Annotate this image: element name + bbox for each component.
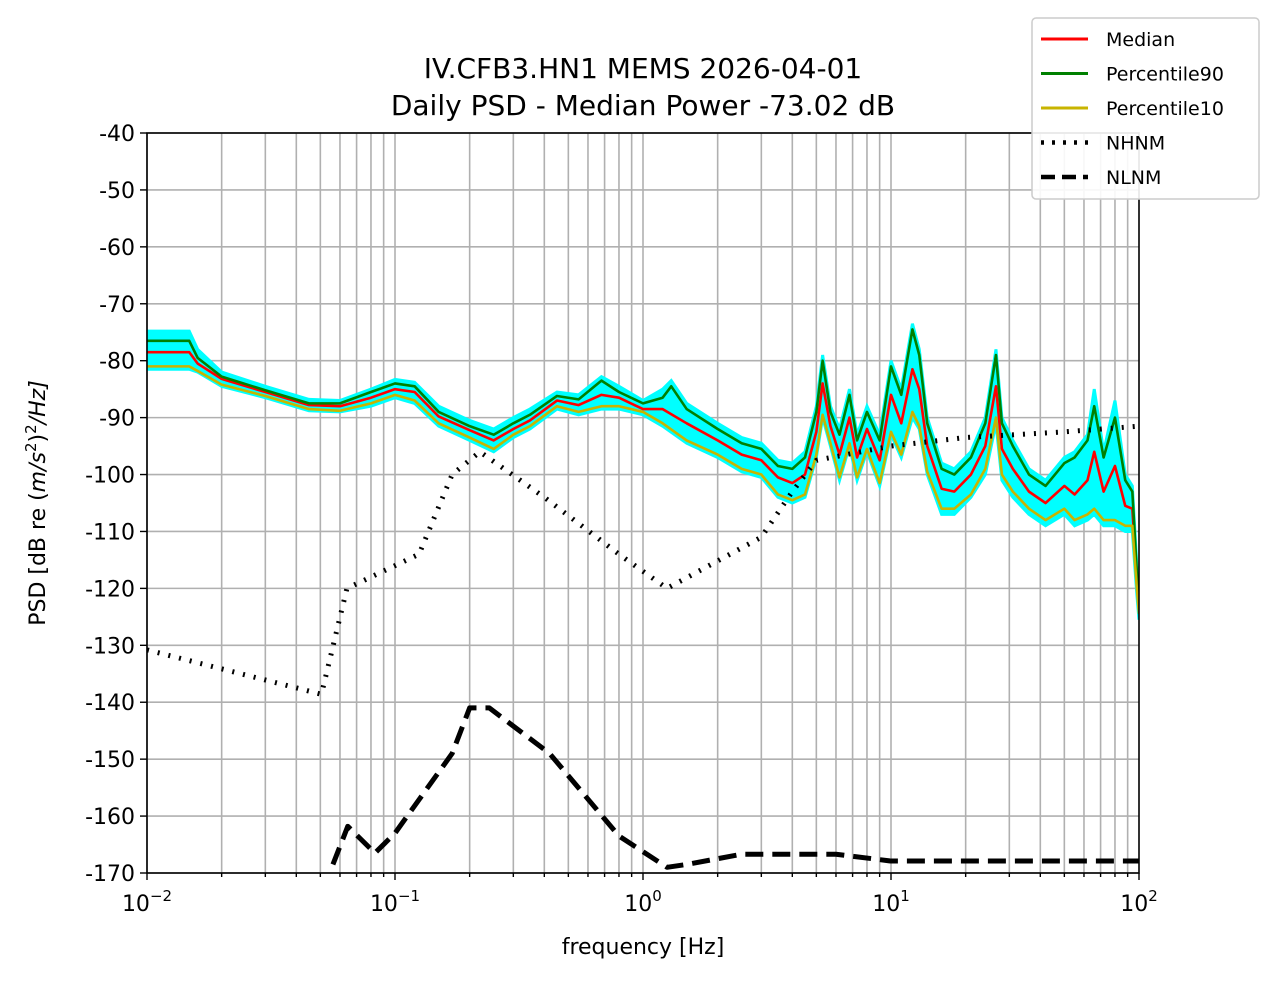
y-axis-label-part: PSD [dB re ( [26,492,51,625]
series-line-median [147,350,1139,606]
y-axis-label: PSD [dB re (m/s2)2/Hz] [22,380,51,626]
x-tick-labels: 10−2 10−1 100 101 102 [122,887,1158,917]
y-tick-label: -70 [99,293,135,318]
grid [146,132,1139,874]
legend-label-nlnm: NLNM [1106,167,1161,189]
y-tick-label: -90 [99,407,135,432]
y-axis-label-part: m/s [26,452,51,492]
y-tick-label: -170 [85,862,135,887]
series-line-percentile10 [147,365,1139,615]
y-axis-label-part: ) [26,434,51,443]
x-tick-label: 101 [872,887,910,917]
legend-label-median: Median [1106,29,1175,51]
series-line-percentile90 [147,328,1139,600]
y-axis-label-part: /Hz] [26,380,51,426]
y-tick-label: -80 [99,350,135,375]
legend-box [1031,17,1260,200]
legend-label-percentile10: Percentile10 [1106,98,1224,120]
y-tick-label: -140 [85,691,135,716]
y-tick-label: -50 [99,179,135,204]
y-tick-label: -110 [85,520,135,545]
x-tick-label: 10−2 [122,887,172,917]
legend-label-nhnm: NHNM [1106,133,1165,155]
y-axis-label-part: 2 [22,442,40,452]
y-tick-label: -120 [85,577,135,602]
chart-subtitle: Daily PSD - Median Power -73.02 dB [391,89,895,122]
y-axis-label-part: 2 [22,424,40,434]
series-line-nhnm [147,423,1139,697]
chart-title: IV.CFB3.HN1 MEMS 2026-04-01 [424,52,862,85]
x-axis-label: frequency [Hz] [562,935,725,960]
y-tick-label: -160 [85,805,135,830]
legend-label-percentile90: Percentile90 [1106,64,1224,86]
y-tick-label: -150 [85,748,135,773]
y-tick-label: -60 [99,236,135,261]
axis-ticks [140,132,1140,880]
y-tick-label: -40 [99,122,135,147]
y-tick-label: -100 [85,464,135,489]
y-tick-labels: -40 -50 -60 -70 -80 -90 -100 -110 -120 -130 -140 -1… [85,122,135,887]
x-tick-label: 10−1 [370,887,420,917]
series-line-nlnm [330,705,1139,870]
series-lines [147,328,1139,870]
x-tick-label: 102 [1120,887,1158,917]
legend: Median Percentile90 Percentile10 NHNM NLNM [1031,17,1260,200]
x-tick-label: 100 [624,887,662,917]
y-tick-label: -130 [85,634,135,659]
